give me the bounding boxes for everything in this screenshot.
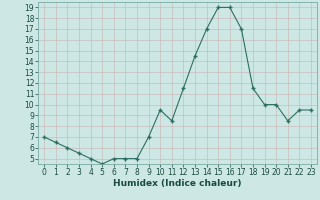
X-axis label: Humidex (Indice chaleur): Humidex (Indice chaleur) [113, 179, 242, 188]
